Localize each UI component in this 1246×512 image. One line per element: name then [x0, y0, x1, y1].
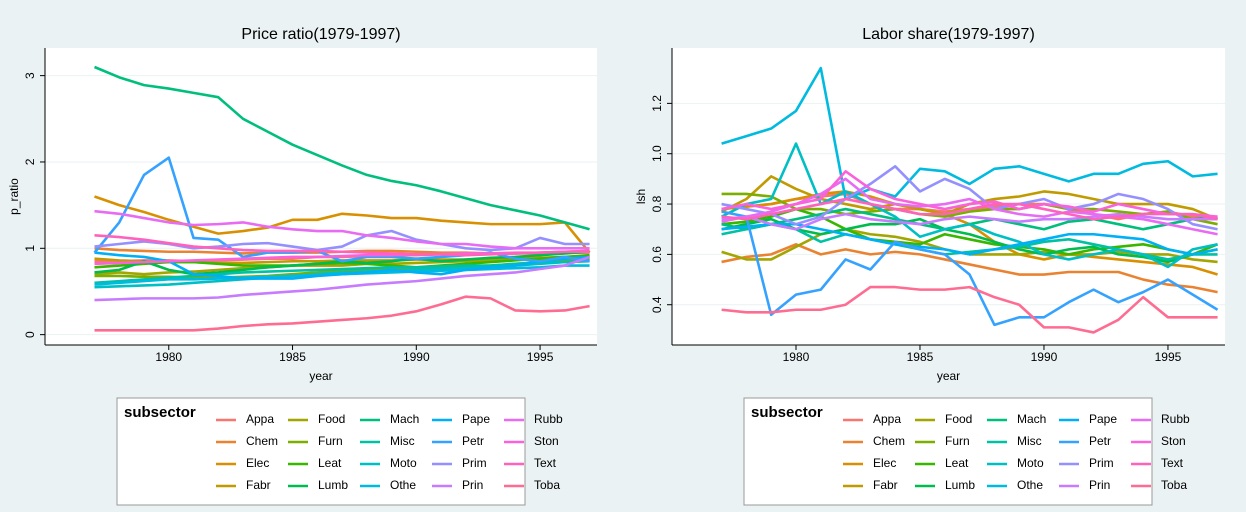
- legend-label: Ston: [1161, 434, 1186, 448]
- y-tick-label: 1.2: [650, 95, 664, 112]
- legend-label: Text: [534, 456, 557, 470]
- legend-label: Furn: [945, 434, 970, 448]
- x-tick-label: 1990: [403, 350, 430, 364]
- series-line: [94, 259, 590, 285]
- series-line: [93, 156, 590, 263]
- legend-label: Prin: [1089, 478, 1110, 492]
- series-line: [721, 142, 1218, 269]
- legend-box: [743, 397, 1153, 506]
- x-tick-label: 1985: [279, 350, 306, 364]
- series-line: [721, 197, 1218, 221]
- x-tick-label: 1995: [1155, 350, 1182, 364]
- legend-label: Ston: [534, 434, 559, 448]
- legend-label: Misc: [1017, 434, 1042, 448]
- plot-area: [672, 48, 1225, 345]
- series-line: [721, 285, 1218, 334]
- legend-label: Elec: [873, 456, 896, 470]
- legend-label: Food: [945, 412, 972, 426]
- legend-label: Prim: [462, 456, 487, 470]
- legend-label: Toba: [1161, 478, 1187, 492]
- x-tick-label: 1985: [907, 350, 934, 364]
- legend-box: [116, 397, 526, 506]
- legend-label: Pape: [1089, 412, 1117, 426]
- series-line: [94, 295, 590, 332]
- legend-label: Petr: [1089, 434, 1111, 448]
- x-tick-label: 1980: [155, 350, 182, 364]
- legend-label: Prim: [1089, 456, 1114, 470]
- chart-title: Price ratio(1979-1997): [241, 26, 400, 43]
- x-tick-label: 1995: [527, 350, 554, 364]
- series-line: [94, 255, 590, 302]
- legend-label: Leat: [945, 456, 969, 470]
- series-line: [94, 234, 590, 257]
- legend-label: Elec: [246, 456, 269, 470]
- series-line: [721, 170, 1218, 218]
- legend-label: Text: [1161, 456, 1184, 470]
- y-tick-label: 1: [23, 245, 37, 252]
- series-line: [721, 243, 1218, 294]
- y-axis-label: p_ratio: [7, 178, 21, 215]
- legend-label: Pape: [462, 412, 490, 426]
- legend-label: Moto: [390, 456, 417, 470]
- legend-label: Othe: [1017, 478, 1043, 492]
- legend-label: Lumb: [945, 478, 975, 492]
- y-tick-label: 1.0: [650, 145, 664, 162]
- legend-label: Toba: [534, 478, 560, 492]
- legend-label: Chem: [246, 434, 278, 448]
- legend-label: Rubb: [534, 412, 563, 426]
- legend-label: Mach: [390, 412, 419, 426]
- y-tick-label: 3: [23, 72, 37, 79]
- legend-label: Misc: [390, 434, 415, 448]
- x-axis-label: year: [937, 369, 960, 383]
- legend-label: Prin: [462, 478, 483, 492]
- legend-title: subsector: [751, 404, 823, 421]
- y-tick-label: 0.6: [650, 246, 664, 263]
- x-axis-label: year: [309, 369, 332, 383]
- x-tick-label: 1990: [1031, 350, 1058, 364]
- series-line: [94, 251, 590, 280]
- legend-label: Leat: [318, 456, 342, 470]
- series-line: [721, 210, 1219, 327]
- series-line: [721, 207, 1219, 256]
- legend-label: Petr: [462, 434, 484, 448]
- y-tick-label: 0.4: [650, 296, 664, 313]
- legend-label: Rubb: [1161, 412, 1190, 426]
- series-line: [94, 65, 590, 231]
- series-line: [94, 209, 590, 250]
- legend-label: Furn: [318, 434, 343, 448]
- series-line: [721, 192, 1218, 226]
- series-line: [721, 217, 1218, 264]
- y-tick-label: 0.8: [650, 195, 664, 212]
- legend-label: Appa: [246, 412, 274, 426]
- series-line: [721, 66, 1218, 201]
- legend-label: Othe: [390, 478, 416, 492]
- y-tick-label: 2: [23, 158, 37, 165]
- legend-label: Fabr: [246, 478, 271, 492]
- legend-label: Mach: [1017, 412, 1046, 426]
- chart-title: Labor share(1979-1997): [862, 26, 1035, 43]
- legend-label: Appa: [873, 412, 901, 426]
- legend-label: Chem: [873, 434, 905, 448]
- series-line: [721, 165, 1218, 231]
- legend-label: Lumb: [318, 478, 348, 492]
- legend-label: Fabr: [873, 478, 898, 492]
- legend-label: Moto: [1017, 456, 1044, 470]
- legend-label: Food: [318, 412, 345, 426]
- plot-area: [45, 48, 597, 345]
- x-tick-label: 1980: [783, 350, 810, 364]
- y-tick-label: 0: [23, 331, 37, 338]
- legend-title: subsector: [124, 404, 196, 421]
- series-line: [721, 177, 1218, 236]
- y-axis-label: lsh: [634, 189, 648, 204]
